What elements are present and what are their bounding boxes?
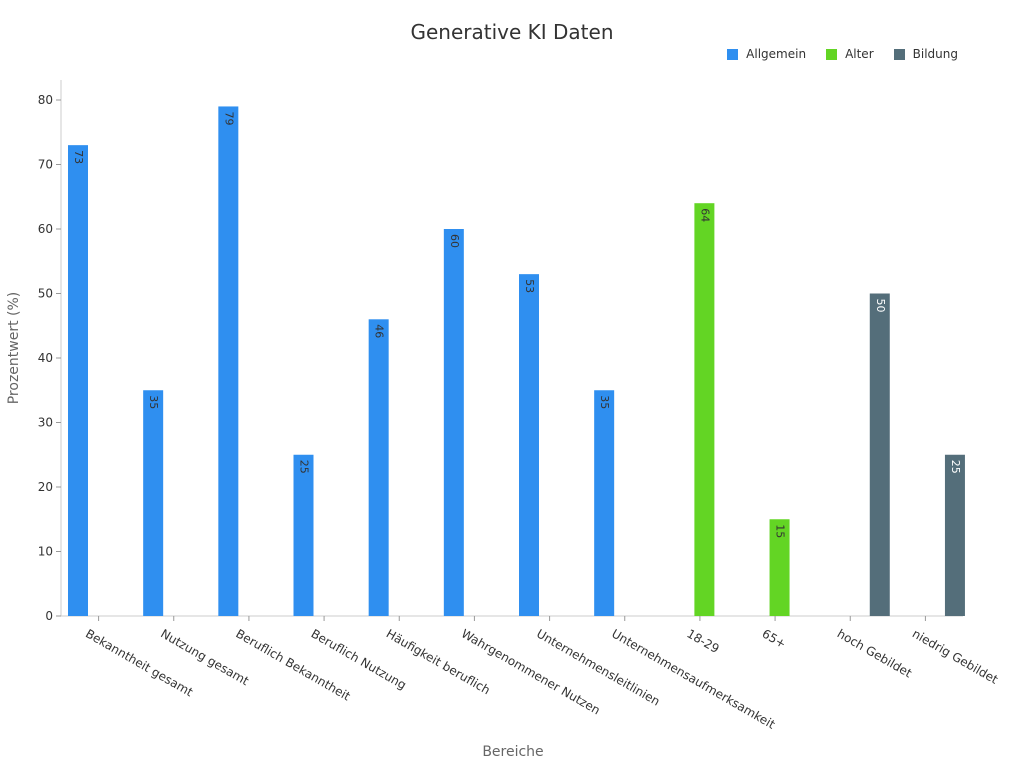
bar-value-label: 35: [147, 395, 160, 409]
legend-item-allgemein[interactable]: Allgemein: [727, 47, 806, 61]
legend-swatch-alter: [826, 48, 838, 60]
bar[interactable]: [869, 293, 890, 617]
bar[interactable]: [293, 454, 314, 616]
legend-label-bildung: Bildung: [912, 47, 958, 61]
x-tick-label: Unternehmensleitlinien: [534, 626, 662, 708]
y-tick-label: 20: [38, 480, 53, 494]
bar[interactable]: [694, 203, 715, 616]
bar[interactable]: [443, 229, 464, 616]
y-axis-label: Prozentwert (%): [6, 292, 22, 405]
x-tick-label: 18-29: [684, 626, 721, 656]
bar[interactable]: [519, 274, 539, 616]
y-tick-label: 30: [38, 416, 53, 430]
y-tick-label: 70: [38, 158, 53, 172]
bar[interactable]: [944, 454, 965, 616]
bar[interactable]: [68, 145, 88, 616]
bar[interactable]: [218, 106, 239, 616]
axes: 0 10 20 30 40 50 60 70 80: [38, 80, 963, 623]
bar-value-label: 35: [598, 395, 611, 409]
bar-value-label: 15: [774, 524, 787, 538]
y-tick-label: 10: [38, 545, 53, 559]
legend: Allgemein Alter Bildung: [727, 47, 958, 61]
bar-value-label: 25: [298, 460, 311, 474]
bar[interactable]: [594, 390, 615, 616]
bar[interactable]: [368, 319, 389, 616]
y-tick-label: 60: [38, 222, 53, 236]
legend-item-bildung[interactable]: Bildung: [893, 47, 958, 61]
y-tick-label: 40: [38, 351, 53, 365]
legend-label-alter: Alter: [845, 47, 874, 61]
bar-value-label: 25: [949, 460, 962, 474]
y-tick-label: 80: [38, 93, 53, 107]
chart-title: Generative KI Daten: [410, 20, 614, 44]
x-tick-label: niedrig Gebildet: [910, 626, 1001, 686]
x-axis-label: Bereiche: [482, 744, 543, 760]
x-tick-label: hoch Gebildet: [835, 626, 915, 680]
bar-value-label: 64: [698, 208, 711, 222]
bar[interactable]: [143, 390, 164, 616]
x-tick-label: Wahrgenommener Nutzen: [459, 626, 603, 717]
bar-value-label: 73: [72, 150, 85, 164]
bar-value-label: 46: [373, 324, 386, 338]
bar-value-label: 50: [874, 299, 887, 313]
legend-swatch-allgemein: [727, 48, 739, 60]
bars: 73 35 79 25 46 60 53 35 64 15 50 25: [68, 106, 965, 616]
y-tick-label: 0: [45, 609, 53, 623]
bar-value-label: 79: [222, 111, 235, 125]
legend-label-allgemein: Allgemein: [746, 47, 807, 61]
bar-value-label: 53: [523, 279, 536, 293]
legend-item-alter[interactable]: Alter: [826, 47, 874, 61]
y-tick-label: 50: [38, 287, 53, 301]
bar[interactable]: [769, 519, 790, 616]
bar-value-label: 60: [448, 234, 461, 248]
x-tick-label: 65+: [760, 626, 789, 651]
legend-swatch-bildung: [893, 48, 905, 60]
